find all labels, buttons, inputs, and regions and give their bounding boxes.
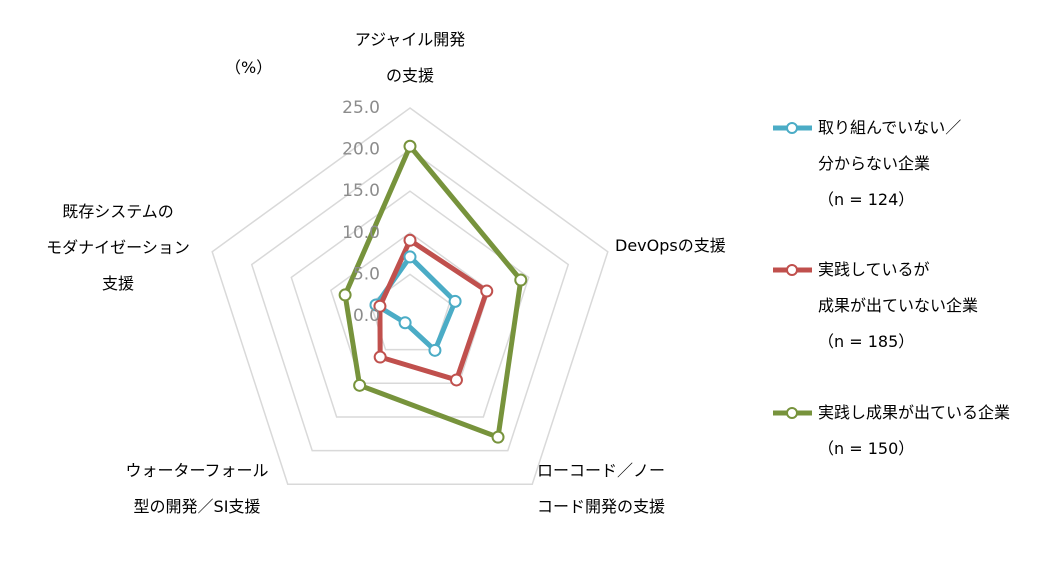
- legend-label: 実践し成果が出ている企業 （n = 150）: [818, 403, 1011, 458]
- data-point: [398, 316, 412, 330]
- data-point: [403, 250, 417, 264]
- data-point: [491, 430, 505, 444]
- data-point: [448, 294, 462, 308]
- grid-ring: [329, 231, 491, 385]
- data-point: [449, 373, 463, 387]
- grid-ring: [369, 273, 451, 351]
- grid-ring: [250, 148, 570, 452]
- unit-label: （%）: [225, 58, 273, 77]
- data-point: [403, 233, 417, 247]
- legend-marker: [786, 264, 798, 276]
- r-tick-label: 15.0: [342, 181, 380, 201]
- category-label: 既存システムの モダナイゼーション 支援: [46, 202, 190, 293]
- data-point: [338, 288, 352, 302]
- legend-marker: [786, 407, 798, 419]
- r-tick-label: 10.0: [342, 223, 380, 243]
- data-point: [428, 343, 442, 357]
- data-point: [514, 273, 528, 287]
- r-tick-label: 0.0: [353, 306, 380, 326]
- category-label: ウォーターフォール 型の開発／SI支援: [125, 461, 269, 516]
- data-point: [480, 284, 494, 298]
- legend-label: 実践しているが 成果が出ていない企業 （n = 185）: [818, 260, 979, 351]
- data-point: [353, 378, 367, 392]
- r-tick-label: 5.0: [353, 264, 380, 284]
- r-tick-label: 25.0: [342, 98, 380, 118]
- data-point: [373, 299, 387, 313]
- series-line: [373, 254, 458, 353]
- category-label: アジャイル開発 の支援: [354, 30, 466, 85]
- legend-marker: [786, 122, 798, 134]
- r-tick-label: 20.0: [342, 140, 380, 160]
- series-line: [377, 237, 490, 383]
- grid-ring: [211, 107, 609, 486]
- data-point: [403, 139, 417, 153]
- data-point: [373, 350, 387, 364]
- legend-label: 取り組んでいない／ 分からない企業 （n = 124）: [818, 118, 962, 209]
- category-label: ローコード／ノー コード開発の支援: [537, 461, 666, 516]
- category-label: DevOpsの支援: [615, 236, 726, 255]
- series-line: [342, 143, 524, 440]
